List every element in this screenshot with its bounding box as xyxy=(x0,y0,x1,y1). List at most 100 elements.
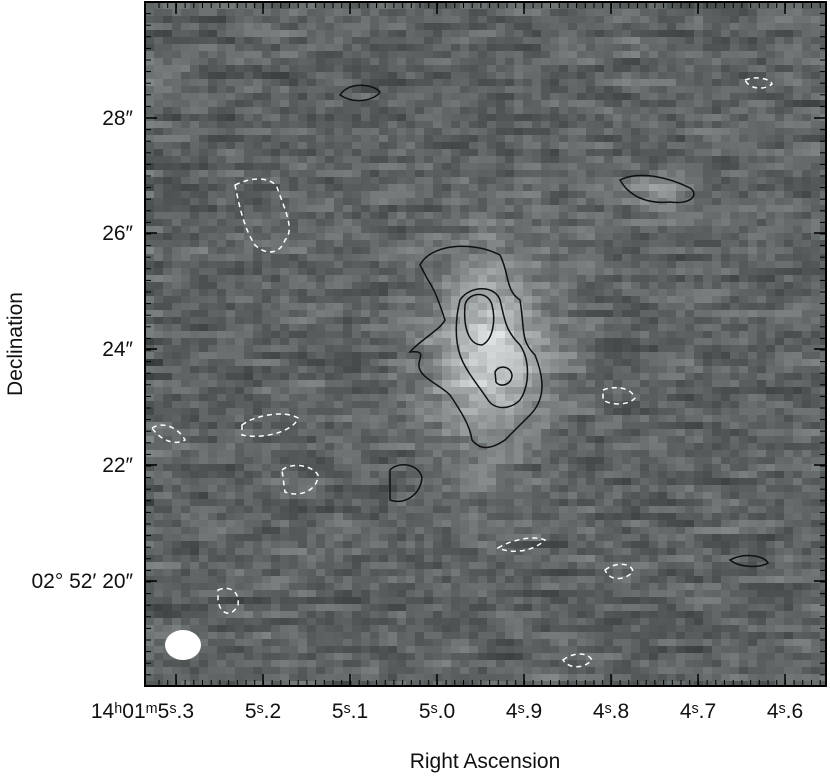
pixel xyxy=(766,65,776,73)
pixel xyxy=(163,457,173,465)
pixel xyxy=(325,436,335,444)
pixel xyxy=(289,275,299,283)
pixel xyxy=(352,457,362,465)
pixel xyxy=(775,303,785,311)
pixel xyxy=(271,79,281,87)
pixel xyxy=(343,128,353,136)
pixel xyxy=(658,289,668,297)
pixel xyxy=(640,317,650,325)
pixel xyxy=(667,65,677,73)
pixel xyxy=(523,387,533,395)
pixel xyxy=(586,212,596,220)
pixel xyxy=(424,205,434,213)
pixel xyxy=(253,254,263,262)
pixel xyxy=(253,345,263,353)
pixel xyxy=(550,380,560,388)
pixel xyxy=(640,254,650,262)
pixel xyxy=(487,233,497,241)
pixel xyxy=(352,212,362,220)
pixel xyxy=(811,121,821,129)
pixel xyxy=(217,282,227,290)
pixel xyxy=(586,37,596,45)
pixel xyxy=(388,149,398,157)
pixel xyxy=(181,359,191,367)
pixel xyxy=(622,380,632,388)
pixel xyxy=(181,72,191,80)
pixel xyxy=(442,366,452,374)
pixel xyxy=(748,65,758,73)
pixel xyxy=(613,2,623,10)
pixel xyxy=(730,212,740,220)
pixel xyxy=(451,450,461,458)
pixel xyxy=(721,338,731,346)
pixel xyxy=(622,401,632,409)
pixel xyxy=(658,100,668,108)
pixel xyxy=(622,373,632,381)
pixel xyxy=(721,275,731,283)
pixel xyxy=(766,100,776,108)
pixel xyxy=(478,128,488,136)
pixel xyxy=(460,366,470,374)
pixel xyxy=(433,198,443,206)
pixel xyxy=(523,359,533,367)
pixel xyxy=(334,44,344,52)
pixel xyxy=(379,86,389,94)
pixel xyxy=(658,65,668,73)
pixel xyxy=(334,324,344,332)
pixel xyxy=(343,205,353,213)
pixel xyxy=(739,324,749,332)
pixel xyxy=(784,16,794,24)
pixel xyxy=(658,135,668,143)
pixel xyxy=(541,65,551,73)
pixel xyxy=(334,37,344,45)
pixel xyxy=(181,380,191,388)
pixel xyxy=(442,79,452,87)
pixel xyxy=(487,205,497,213)
pixel xyxy=(244,457,254,465)
pixel xyxy=(514,44,524,52)
pixel xyxy=(154,387,164,395)
pixel xyxy=(334,184,344,192)
pixel xyxy=(703,380,713,388)
pixel xyxy=(433,163,443,171)
pixel xyxy=(595,191,605,199)
pixel xyxy=(442,128,452,136)
pixel xyxy=(442,303,452,311)
pixel xyxy=(505,254,515,262)
pixel xyxy=(262,16,272,24)
pixel xyxy=(748,142,758,150)
pixel xyxy=(586,415,596,423)
pixel xyxy=(523,198,533,206)
pixel xyxy=(181,268,191,276)
pixel xyxy=(235,373,245,381)
pixel xyxy=(163,436,173,444)
pixel xyxy=(694,219,704,227)
pixel xyxy=(793,2,803,10)
pixel xyxy=(154,58,164,66)
pixel xyxy=(640,9,650,17)
pixel xyxy=(262,86,272,94)
pixel xyxy=(415,163,425,171)
pixel xyxy=(352,352,362,360)
pixel xyxy=(280,163,290,171)
pixel xyxy=(640,422,650,430)
pixel xyxy=(595,156,605,164)
pixel xyxy=(703,93,713,101)
pixel xyxy=(163,254,173,262)
pixel xyxy=(784,366,794,374)
pixel xyxy=(262,226,272,234)
pixel xyxy=(190,296,200,304)
pixel xyxy=(190,282,200,290)
pixel xyxy=(262,135,272,143)
pixel xyxy=(199,324,209,332)
pixel xyxy=(658,44,668,52)
pixel xyxy=(343,415,353,423)
pixel xyxy=(784,310,794,318)
pixel xyxy=(190,261,200,269)
pixel xyxy=(190,359,200,367)
pixel xyxy=(154,422,164,430)
pixel xyxy=(667,247,677,255)
pixel xyxy=(721,247,731,255)
pixel xyxy=(433,135,443,143)
pixel xyxy=(334,212,344,220)
